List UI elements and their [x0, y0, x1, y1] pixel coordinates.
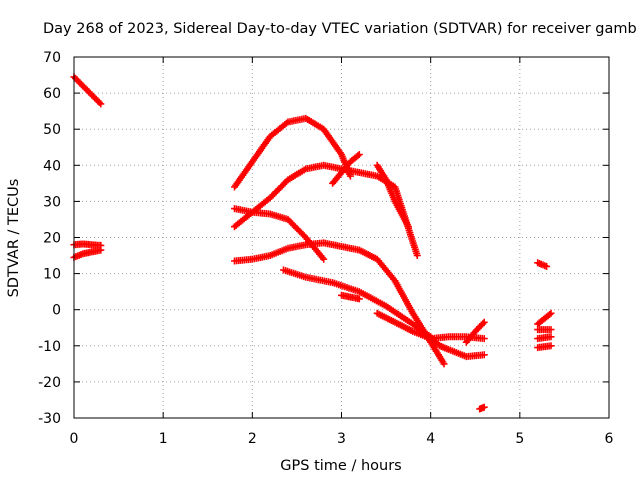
data-points — [534, 309, 555, 328]
x-tick-label: 1 — [159, 431, 168, 447]
data-points — [231, 114, 354, 191]
data-points — [338, 291, 363, 303]
series-group — [70, 73, 555, 413]
series-track-20 — [534, 342, 555, 352]
series-track-12 — [373, 309, 488, 343]
y-tick-label: -20 — [38, 375, 61, 391]
x-tick-label: 6 — [605, 431, 614, 447]
series-track-17 — [534, 309, 555, 328]
y-tick-label: -30 — [38, 411, 61, 427]
series-track-11 — [338, 291, 363, 303]
data-points — [534, 333, 555, 343]
y-tick-label: 50 — [43, 122, 61, 138]
y-tick-label: 10 — [43, 267, 61, 283]
series-track-18 — [534, 326, 555, 334]
x-tick-label: 0 — [70, 431, 79, 447]
chart-title: Day 268 of 2023, Sidereal Day-to-day VTE… — [43, 21, 637, 37]
series-track-6 — [329, 151, 363, 187]
x-axis-label: GPS time / hours — [280, 458, 401, 474]
y-tick-label: 70 — [43, 50, 61, 66]
series-track-13 — [427, 338, 448, 368]
axis-ticks: 0 1 2 3 4 5 6 -30 -20 -10 0 10 20 30 40 50 60 70 — [38, 50, 613, 447]
y-tick-label: 30 — [43, 194, 61, 210]
data-points — [280, 266, 488, 361]
data-points — [534, 342, 555, 352]
data-points — [427, 338, 448, 368]
x-tick-label: 2 — [248, 431, 257, 447]
data-points — [70, 73, 105, 108]
series-track-19 — [534, 333, 555, 343]
series-track-10 — [280, 266, 488, 361]
y-tick-label: 60 — [43, 86, 61, 102]
y-axis-label: SDTVAR / TECUs — [6, 179, 22, 298]
data-points — [70, 246, 105, 261]
y-tick-label: -10 — [38, 339, 61, 355]
data-points — [373, 309, 488, 343]
y-tick-label: 40 — [43, 158, 61, 174]
data-points — [373, 161, 412, 231]
data-points — [534, 326, 555, 334]
y-tick-label: 20 — [43, 231, 61, 247]
series-track-9 — [231, 239, 435, 346]
data-points — [462, 318, 488, 346]
series-track-14 — [462, 318, 488, 346]
grid — [74, 57, 609, 418]
data-points — [231, 205, 328, 263]
series-track-7 — [373, 161, 412, 231]
series-track-1 — [70, 73, 105, 108]
data-points — [476, 403, 488, 413]
series-track-16 — [534, 259, 551, 270]
series-track-8 — [231, 205, 328, 263]
y-tick-label: 0 — [52, 303, 61, 319]
x-tick-label: 5 — [515, 431, 524, 447]
data-points — [534, 259, 551, 270]
x-tick-label: 4 — [426, 431, 435, 447]
data-points — [329, 151, 363, 187]
series-track-15 — [476, 403, 488, 413]
series-track-3 — [70, 246, 105, 261]
data-points — [231, 239, 435, 346]
x-tick-label: 3 — [337, 431, 346, 447]
series-track-4 — [231, 114, 354, 191]
